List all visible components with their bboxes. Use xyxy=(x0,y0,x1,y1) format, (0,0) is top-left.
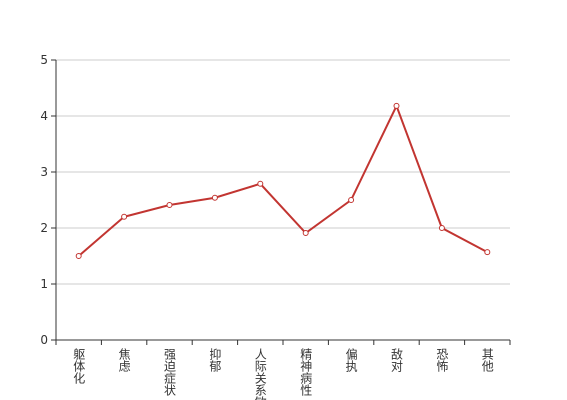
x-tick-label: 躯体化 xyxy=(72,347,86,385)
point xyxy=(166,202,173,209)
x-tick-label: 焦虑 xyxy=(117,348,131,372)
x-tick-label: 抑郁 xyxy=(208,347,222,373)
x-tick-label: 偏执 xyxy=(344,347,358,373)
point xyxy=(211,194,218,201)
y-tick-label: 2 xyxy=(40,221,48,235)
y-tick-label: 3 xyxy=(40,165,48,179)
y-tick-label: 5 xyxy=(40,53,48,67)
x-tick-label: 人际关系敏感 xyxy=(253,348,267,400)
y-tick-label: 0 xyxy=(40,333,48,347)
point xyxy=(75,253,82,259)
point xyxy=(257,180,264,187)
x-tick-label: 强迫症状 xyxy=(163,348,177,396)
point xyxy=(348,197,355,203)
y-tick-label: 1 xyxy=(40,277,48,291)
x-tick-label: 敌对 xyxy=(390,347,404,372)
point xyxy=(302,230,309,237)
point xyxy=(121,213,128,220)
point xyxy=(438,225,445,231)
x-tick-label: 恐怖 xyxy=(435,348,449,372)
x-tick-label: 其他 xyxy=(480,348,494,372)
point xyxy=(484,249,491,256)
x-tick-label: 精神病性 xyxy=(299,348,313,397)
series-line xyxy=(78,103,488,257)
y-tick-label: 4 xyxy=(40,109,48,123)
point xyxy=(393,102,400,109)
